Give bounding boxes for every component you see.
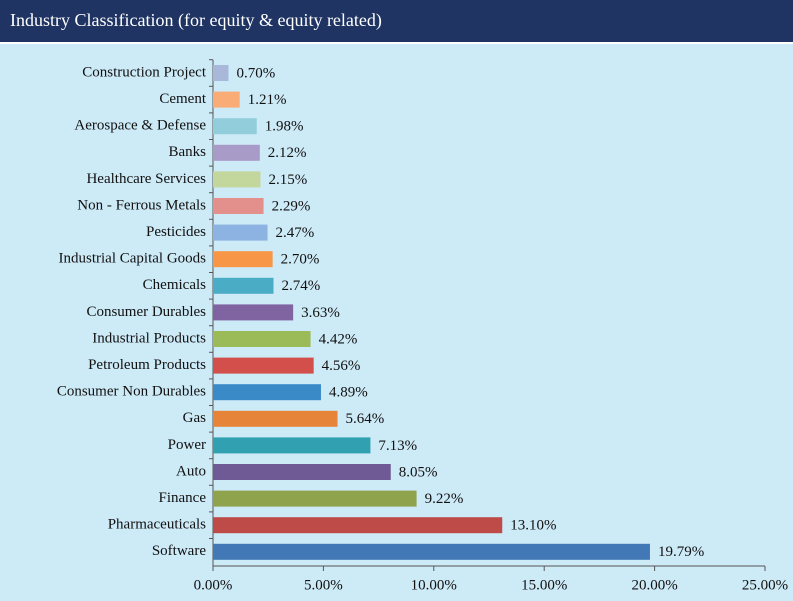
bar — [213, 198, 264, 214]
bar — [213, 277, 274, 294]
y-tick-label: Auto — [176, 463, 206, 479]
y-tick-label: Healthcare Services — [86, 171, 206, 187]
bar — [213, 91, 240, 108]
bar — [213, 144, 260, 161]
value-label: 2.74% — [281, 278, 320, 294]
value-label: 8.05% — [399, 464, 438, 480]
bar — [213, 437, 371, 454]
chart-title: Industry Classification (for equity & eq… — [10, 10, 382, 31]
y-tick-label: Industrial Capital Goods — [59, 251, 207, 267]
y-tick-label: Pesticides — [146, 224, 206, 240]
bar — [213, 171, 261, 188]
y-tick-label: Non - Ferrous Metals — [77, 197, 206, 213]
bar — [213, 65, 229, 81]
value-label: 9.22% — [425, 491, 464, 507]
y-tick-label: Banks — [169, 144, 207, 160]
value-label: 1.98% — [265, 119, 304, 135]
bar — [213, 517, 503, 534]
y-tick-label: Consumer Durables — [86, 304, 206, 320]
x-tick-label: 15.00% — [521, 577, 567, 593]
value-label: 5.64% — [346, 411, 385, 427]
value-label: 2.47% — [276, 225, 315, 241]
bar — [213, 251, 273, 268]
y-tick-label: Consumer Non Durables — [57, 384, 206, 400]
y-tick-label: Cement — [159, 91, 206, 107]
value-label: 3.63% — [301, 305, 340, 321]
value-label: 2.15% — [268, 172, 307, 188]
x-tick-label: 20.00% — [631, 577, 677, 593]
bar — [213, 543, 650, 560]
value-label: 2.12% — [268, 145, 307, 161]
value-label: 2.29% — [272, 198, 311, 214]
bar — [213, 464, 391, 480]
y-tick-label: Chemicals — [143, 277, 206, 293]
bar — [213, 384, 321, 401]
y-tick-label: Industrial Products — [92, 330, 206, 346]
x-tick-label: 25.00% — [742, 577, 788, 593]
y-tick-label: Software — [152, 543, 206, 559]
x-tick-label: 10.00% — [411, 577, 457, 593]
y-tick-label: Finance — [159, 490, 207, 506]
title-bar — [0, 0, 793, 42]
bar — [213, 224, 268, 241]
value-label: 0.70% — [236, 65, 275, 81]
x-tick-label: 0.00% — [194, 577, 233, 593]
y-tick-label: Construction Project — [82, 64, 207, 80]
y-tick-label: Aerospace & Defense — [74, 118, 206, 134]
bar — [213, 118, 257, 135]
y-tick-label: Gas — [183, 410, 206, 426]
bar — [213, 490, 417, 507]
value-label: 4.56% — [322, 358, 361, 374]
title-rule — [0, 42, 793, 44]
x-tick-label: 5.00% — [304, 577, 343, 593]
value-label: 4.89% — [329, 385, 368, 401]
y-tick-label: Petroleum Products — [88, 357, 206, 373]
value-label: 19.79% — [658, 544, 704, 560]
y-tick-label: Power — [168, 437, 206, 453]
bar — [213, 331, 311, 347]
bar — [213, 410, 338, 427]
value-label: 7.13% — [378, 438, 417, 454]
bar — [213, 357, 314, 374]
value-label: 2.70% — [281, 252, 320, 268]
y-tick-label: Pharmaceuticals — [108, 517, 206, 533]
value-label: 4.42% — [319, 331, 358, 347]
bar — [213, 304, 294, 321]
value-label: 13.10% — [510, 518, 556, 534]
value-label: 1.21% — [248, 92, 287, 108]
